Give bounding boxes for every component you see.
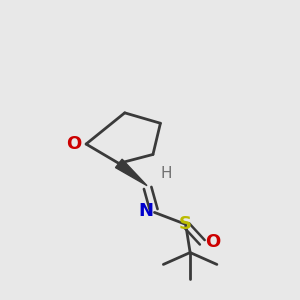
- Text: N: N: [139, 202, 154, 220]
- Text: S: S: [179, 215, 192, 233]
- Text: H: H: [160, 166, 172, 181]
- Text: O: O: [205, 233, 220, 251]
- Text: O: O: [67, 135, 82, 153]
- Polygon shape: [116, 159, 147, 186]
